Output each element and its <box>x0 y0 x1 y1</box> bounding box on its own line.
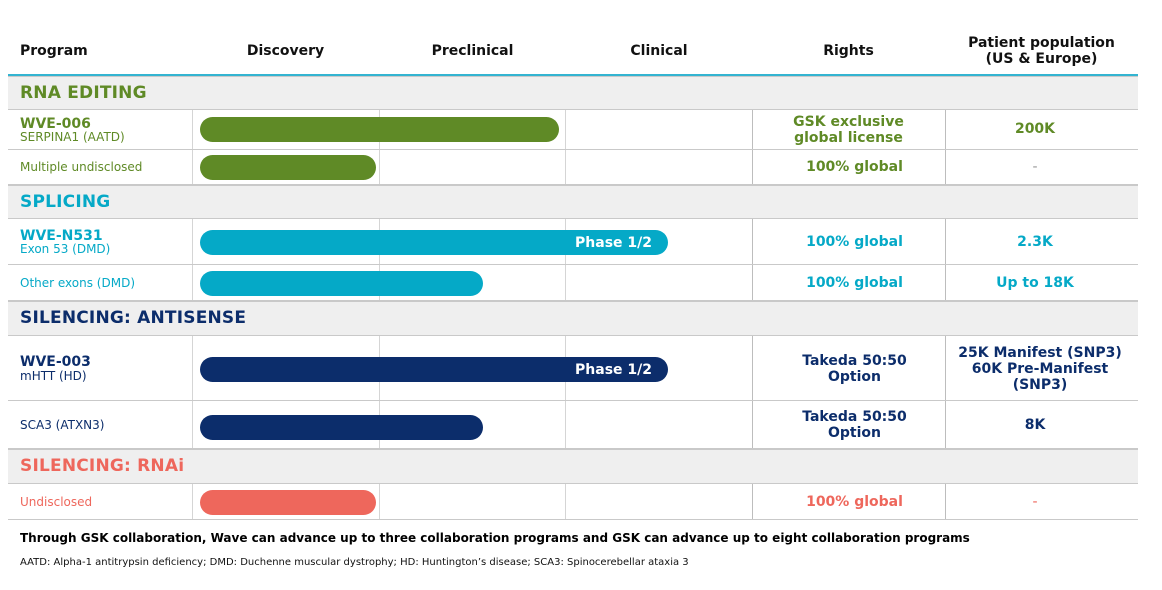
header-rights: Rights <box>823 43 874 59</box>
table-row <box>8 150 1138 185</box>
grid-line <box>752 336 753 449</box>
header-patient-population: Patient population (US & Europe) <box>968 35 1115 67</box>
section-antisense: SILENCING: ANTISENSE <box>8 301 1138 336</box>
grid-line <box>752 484 753 520</box>
program-name: WVE-003 <box>20 354 91 370</box>
progress-bar-undisclosed <box>200 490 376 515</box>
table-row <box>8 336 1138 401</box>
progress-bar-wven531: Phase 1/2 <box>200 230 668 255</box>
population-cell: 2.3K <box>1017 234 1053 250</box>
grid-line <box>379 484 380 520</box>
header-clinical: Clinical <box>630 43 688 59</box>
section-title: RNA EDITING <box>20 83 147 103</box>
grid-line <box>752 110 753 185</box>
rights-cell: 100% global <box>806 159 903 175</box>
grid-line <box>565 484 566 520</box>
grid-line <box>192 219 193 301</box>
table-row <box>8 110 1138 150</box>
rights-cell: Takeda 50:50 Option <box>802 353 907 385</box>
program-name: Other exons (DMD) <box>20 276 136 290</box>
program-target: SERPINA1 (AATD) <box>20 130 125 144</box>
section-rnai: SILENCING: RNAi <box>8 449 1138 484</box>
program-name: Undisclosed <box>20 495 93 509</box>
grid-line <box>945 110 946 185</box>
program-name: WVE-006 <box>20 116 91 132</box>
program-name: Multiple undisclosed <box>20 160 143 174</box>
section-splicing: SPLICING <box>8 185 1138 219</box>
section-title: SILENCING: ANTISENSE <box>20 308 247 328</box>
grid-line <box>565 219 566 301</box>
progress-bar-multiple <box>200 155 376 180</box>
progress-bar-sca3 <box>200 415 483 440</box>
progress-bar-other-exons <box>200 271 483 296</box>
section-title: SPLICING <box>20 192 111 212</box>
section-title: SILENCING: RNAi <box>20 456 185 476</box>
collaboration-note: Through GSK collaboration, Wave can adva… <box>20 531 970 545</box>
rights-cell: 100% global <box>806 494 903 510</box>
phase-label: Phase 1/2 <box>575 362 652 378</box>
grid-line <box>379 110 380 185</box>
population-cell: 25K Manifest (SNP3) 60K Pre-Manifest (SN… <box>958 345 1122 393</box>
phase-label: Phase 1/2 <box>575 235 652 251</box>
grid-line <box>192 110 193 185</box>
grid-line <box>945 219 946 301</box>
program-target: mHTT (HD) <box>20 369 87 383</box>
grid-line <box>192 484 193 520</box>
header-discovery: Discovery <box>246 43 325 59</box>
progress-bar-wve003: Phase 1/2 <box>200 357 668 382</box>
grid-line <box>192 336 193 449</box>
header-program: Program <box>20 43 88 59</box>
table-row <box>8 401 1138 449</box>
population-cell: 200K <box>1014 121 1056 137</box>
grid-line <box>379 336 380 449</box>
population-cell: 8K <box>1024 417 1046 433</box>
program-name: SCA3 (ATXN3) <box>20 418 105 432</box>
table-row <box>8 484 1138 520</box>
program-name: WVE-N531 <box>20 228 103 244</box>
header-preclinical: Preclinical <box>431 43 514 59</box>
grid-line <box>752 219 753 301</box>
grid-line <box>565 110 566 185</box>
program-target: Exon 53 (DMD) <box>20 242 111 256</box>
population-cell: - <box>1032 159 1038 175</box>
grid-line <box>945 336 946 449</box>
table-row <box>8 265 1138 301</box>
rights-cell: GSK exclusive global license <box>793 114 904 146</box>
population-cell: Up to 18K <box>996 275 1074 291</box>
table-row <box>8 219 1138 265</box>
abbreviations-note: AATD: Alpha-1 antitrypsin deficiency; DM… <box>20 557 689 568</box>
progress-bar-wve006 <box>200 117 559 142</box>
grid-line <box>945 484 946 520</box>
grid-line <box>379 219 380 301</box>
rights-cell: Takeda 50:50 Option <box>802 409 907 441</box>
population-cell: - <box>1032 494 1038 510</box>
rights-cell: 100% global <box>806 234 903 250</box>
grid-line <box>565 336 566 449</box>
rights-cell: 100% global <box>806 275 903 291</box>
section-rna-editing: RNA EDITING <box>8 76 1138 110</box>
header-divider <box>8 74 1138 76</box>
